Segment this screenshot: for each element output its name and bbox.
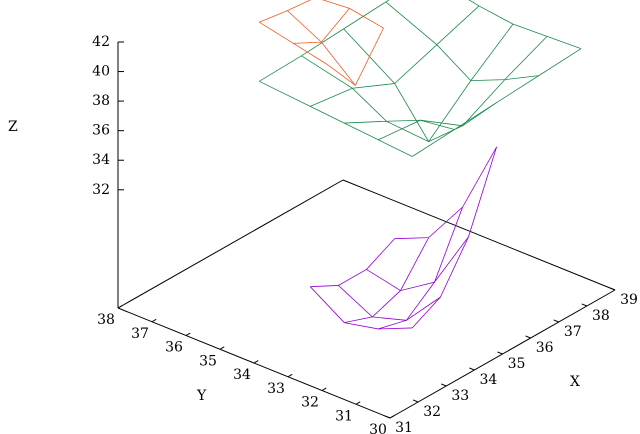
x-tick-label: 33 <box>451 388 469 404</box>
z-tick-label: 40 <box>92 64 110 80</box>
x-tick-label: 35 <box>508 356 526 372</box>
x-axis-label: X <box>570 374 580 390</box>
mesh-line <box>293 8 350 44</box>
z-tick-label: 42 <box>92 34 110 50</box>
y-tick-label: 33 <box>267 381 285 397</box>
z-axis-label: Z <box>8 119 18 135</box>
mesh-line <box>338 285 441 321</box>
mesh-line <box>327 27 384 87</box>
y-tick <box>389 415 395 419</box>
mesh-line <box>385 1 539 82</box>
mesh-line <box>344 237 429 323</box>
mesh-line <box>378 206 463 330</box>
y-tick-label: 31 <box>335 408 353 424</box>
mesh-line <box>343 28 497 143</box>
x-tick-label: 38 <box>592 308 610 324</box>
mesh-line <box>394 146 497 240</box>
y-tick <box>355 401 361 405</box>
y-tick <box>117 305 123 309</box>
y-tick <box>219 346 225 350</box>
mesh-line <box>287 10 356 86</box>
y-axis-label: Y <box>196 388 207 404</box>
mesh-line <box>259 80 413 157</box>
mesh-line <box>259 21 328 65</box>
mesh-line <box>310 5 480 107</box>
x-tick-label: 31 <box>395 420 413 434</box>
mesh-line <box>412 48 582 157</box>
y-tick <box>151 318 157 323</box>
x-tick <box>469 367 475 371</box>
x-tick-label: 39 <box>620 292 638 308</box>
y-tick <box>253 360 259 364</box>
y-tick <box>185 332 191 336</box>
box-edge <box>342 179 616 291</box>
y-tick-label: 38 <box>97 312 115 328</box>
mesh-line <box>301 55 455 130</box>
box-edge <box>117 179 344 309</box>
y-tick-label: 32 <box>301 395 319 411</box>
x-tick <box>412 399 419 403</box>
x-tick-label: 37 <box>564 324 582 340</box>
x-tick <box>497 351 503 355</box>
x-tick <box>384 415 391 419</box>
y-tick-label: 37 <box>131 326 149 342</box>
x-tick <box>553 319 559 323</box>
y-tick-label: 35 <box>199 353 217 369</box>
x-tick-label: 32 <box>423 404 441 420</box>
y-tick-label: 30 <box>369 422 387 434</box>
x-tick <box>581 303 588 307</box>
mesh-line <box>411 146 498 329</box>
y-tick-label: 36 <box>165 340 183 356</box>
mesh-line <box>309 286 413 330</box>
z-tick-label: 38 <box>92 93 110 109</box>
y-tick <box>287 373 293 378</box>
x-tick <box>609 287 616 291</box>
x-tick <box>525 335 531 339</box>
mesh-line <box>321 0 384 29</box>
mesh-line <box>310 238 395 288</box>
z-tick-label: 34 <box>92 152 110 168</box>
z-tick-label: 32 <box>92 182 110 198</box>
x-tick <box>440 383 447 387</box>
mesh-line <box>366 236 469 292</box>
x-tick-label: 36 <box>536 340 554 356</box>
x-tick-label: 34 <box>479 372 497 388</box>
mesh-line <box>468 0 582 50</box>
y-tick-label: 34 <box>233 367 251 383</box>
y-tick <box>321 387 327 391</box>
mesh-line <box>344 23 514 143</box>
z-tick-label: 36 <box>92 123 110 139</box>
